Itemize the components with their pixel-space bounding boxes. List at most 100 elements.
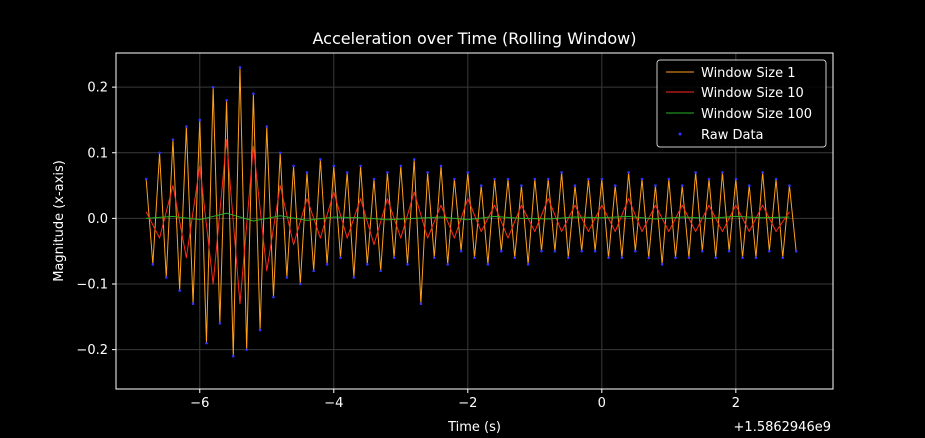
point-raw-data [560,171,563,174]
point-raw-data [365,263,369,266]
point-raw-data [171,138,175,141]
point-raw-data [687,256,691,260]
point-raw-data [319,158,322,161]
point-raw-data [721,171,724,174]
point-raw-data [486,263,490,266]
point-raw-data [774,177,778,181]
point-raw-data [379,269,382,273]
point-raw-data [432,256,436,260]
point-raw-data [607,256,610,260]
point-raw-data [500,249,503,253]
point-raw-data [741,256,744,260]
y-axis-label: Magnitude (x-axis) [52,160,67,282]
point-raw-data [412,158,416,161]
y-tick-label: −0.2 [76,343,108,358]
x-axis-label: Time (s) [447,420,501,435]
point-raw-data [506,177,510,181]
point-raw-data [453,177,456,181]
point-raw-data [205,341,208,345]
point-raw-data [446,263,449,266]
point-raw-data [627,171,630,174]
point-raw-data [546,177,550,181]
point-raw-data [694,171,697,174]
point-raw-data [372,177,376,181]
point-raw-data [587,177,590,181]
point-raw-data [278,151,282,155]
point-raw-data [788,184,791,187]
point-raw-data [526,263,530,266]
point-raw-data [781,256,785,260]
series-layer [144,66,798,358]
point-raw-data [754,256,758,260]
point-raw-data [553,249,557,253]
point-raw-data [345,171,349,174]
point-raw-data [459,249,463,253]
point-raw-data [191,302,195,305]
x-tick-label: −2 [458,396,477,411]
point-raw-data [198,118,202,122]
point-raw-data [419,302,423,305]
point-raw-data [399,164,403,168]
x-tick-label: −6 [190,396,209,411]
point-raw-data [473,256,476,260]
point-raw-data [727,249,731,253]
point-raw-data [654,184,657,187]
point-raw-data [218,322,222,325]
point-raw-data [258,328,262,332]
point-raw-data [292,164,295,168]
point-raw-data [707,177,711,181]
point-raw-data [466,171,470,174]
point-raw-data [580,249,584,253]
point-raw-data [768,249,771,253]
point-raw-data [151,263,155,266]
point-raw-data [158,151,161,155]
point-raw-data [634,249,637,253]
point-raw-data [312,269,315,273]
point-raw-data [620,256,624,260]
legend-label-window-10: Window Size 10 [701,86,804,101]
point-raw-data [667,177,671,181]
point-raw-data [761,171,764,174]
point-raw-data [332,164,336,168]
point-raw-data [701,249,704,253]
series-line-window-size-10 [145,139,790,305]
point-raw-data [600,177,604,181]
point-raw-data [540,249,543,253]
point-raw-data [245,348,248,351]
point-raw-data [285,276,289,279]
point-raw-data [352,276,356,279]
x-tick-label: 2 [732,396,740,411]
y-tick-label: −0.1 [76,278,108,293]
point-raw-data [533,177,537,181]
point-raw-data [272,295,275,299]
point-raw-data [613,184,617,187]
point-raw-data [794,249,798,253]
point-raw-data [493,177,496,181]
point-raw-data [573,184,577,187]
series-line-window-size-1 [145,66,797,357]
point-raw-data [714,256,718,260]
point-raw-data [567,256,570,260]
point-raw-data [164,276,168,279]
point-raw-data [265,125,269,128]
point-raw-data [225,98,228,102]
y-tick-label: 0.0 [87,212,108,227]
x-tick-label: 0 [598,396,606,411]
point-raw-data [144,177,148,181]
legend-label-window-1: Window Size 1 [701,66,795,81]
point-raw-data [406,263,409,266]
point-raw-data [185,125,188,128]
point-raw-data [747,184,751,187]
point-raw-data [178,289,181,292]
legend-swatch-raw-data [678,132,682,136]
point-raw-data [392,256,396,260]
plot-frame [115,52,834,390]
point-raw-data [640,177,644,181]
point-raw-data [674,256,677,260]
axis-ticks: −6 −4 −2 0 2 0.2 0.1 0.0 −0.1 −0.2 [76,81,740,411]
point-raw-data [734,177,738,181]
y-tick-label: 0.2 [87,81,108,96]
point-raw-data [359,164,362,168]
point-raw-data [439,164,443,168]
